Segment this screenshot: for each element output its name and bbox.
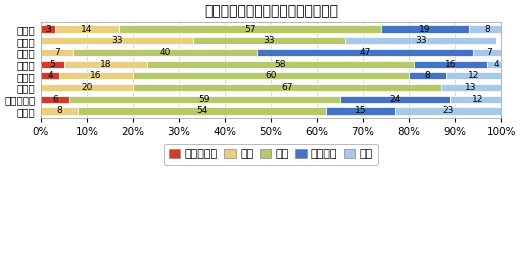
Bar xyxy=(133,84,441,91)
Text: 7: 7 xyxy=(487,48,492,57)
Bar xyxy=(78,107,326,115)
Bar xyxy=(395,107,501,115)
Bar xyxy=(441,84,501,91)
Text: 24: 24 xyxy=(389,95,401,104)
Text: 54: 54 xyxy=(197,106,207,115)
Bar xyxy=(55,26,119,33)
Bar xyxy=(133,72,409,80)
Text: 33: 33 xyxy=(111,36,123,45)
Bar xyxy=(41,61,64,68)
Bar xyxy=(257,49,474,56)
Bar xyxy=(450,96,505,103)
Text: 3: 3 xyxy=(45,25,51,34)
Text: 12: 12 xyxy=(472,95,484,104)
Bar xyxy=(446,72,501,80)
Text: 58: 58 xyxy=(275,60,286,69)
Text: 15: 15 xyxy=(355,106,367,115)
Bar xyxy=(64,61,147,68)
Title: 経営者の供給意欲について（割合）: 経営者の供給意欲について（割合） xyxy=(204,4,338,18)
Bar xyxy=(147,61,414,68)
Text: 12: 12 xyxy=(468,71,479,80)
Bar xyxy=(409,72,446,80)
Bar xyxy=(41,49,73,56)
Text: 60: 60 xyxy=(265,71,277,80)
Text: 16: 16 xyxy=(445,60,456,69)
Text: 18: 18 xyxy=(100,60,111,69)
Text: 33: 33 xyxy=(263,36,275,45)
Text: 40: 40 xyxy=(160,48,171,57)
Bar xyxy=(340,96,450,103)
Text: 8: 8 xyxy=(485,25,490,34)
Bar xyxy=(73,49,257,56)
Bar xyxy=(41,37,193,44)
Bar xyxy=(41,84,133,91)
Text: 8: 8 xyxy=(57,106,62,115)
Bar xyxy=(326,107,395,115)
Bar xyxy=(119,26,382,33)
Text: 23: 23 xyxy=(443,106,454,115)
Text: 4: 4 xyxy=(493,60,499,69)
Bar xyxy=(41,72,59,80)
Text: 7: 7 xyxy=(54,48,60,57)
Bar xyxy=(414,61,487,68)
Text: 5: 5 xyxy=(49,60,55,69)
Bar xyxy=(382,26,469,33)
Text: 13: 13 xyxy=(465,83,477,92)
Text: 14: 14 xyxy=(81,25,93,34)
Bar xyxy=(69,96,340,103)
Bar xyxy=(487,61,505,68)
Text: 59: 59 xyxy=(199,95,210,104)
Bar xyxy=(41,96,69,103)
Bar xyxy=(469,26,505,33)
Bar xyxy=(193,37,345,44)
Bar xyxy=(41,26,55,33)
Bar xyxy=(345,37,497,44)
Text: 16: 16 xyxy=(90,71,102,80)
Bar xyxy=(59,72,133,80)
Text: 19: 19 xyxy=(420,25,431,34)
Text: 57: 57 xyxy=(244,25,256,34)
Text: 67: 67 xyxy=(281,83,293,92)
Legend: かなり強い, 強い, 普通, やや弱い, 弱い: かなり強い, 強い, 普通, やや弱い, 弱い xyxy=(164,144,379,165)
Bar xyxy=(41,107,78,115)
Text: 47: 47 xyxy=(360,48,371,57)
Text: 6: 6 xyxy=(52,95,58,104)
Text: 8: 8 xyxy=(425,71,431,80)
Text: 4: 4 xyxy=(47,71,53,80)
Text: 33: 33 xyxy=(415,36,426,45)
Text: 20: 20 xyxy=(81,83,93,92)
Bar xyxy=(474,49,505,56)
